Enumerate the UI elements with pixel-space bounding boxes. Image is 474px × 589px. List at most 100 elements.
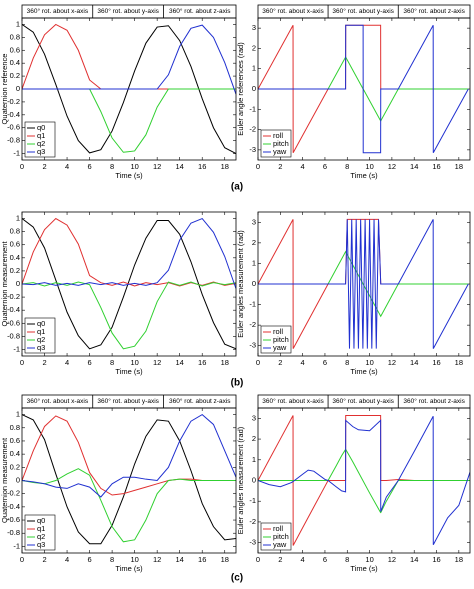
y-tick-label: 0 (16, 84, 20, 93)
panel-caption: (c) (231, 573, 243, 584)
y-tick-label: 0.8 (10, 423, 20, 432)
legend-label: q0 (37, 123, 45, 132)
legend-label: q1 (37, 327, 45, 336)
y-tick-label: 1 (16, 214, 20, 223)
x-tick-label: 2 (42, 555, 46, 564)
y-tick-label: 0.2 (10, 462, 20, 471)
x-tick-label: 0 (256, 555, 260, 564)
x-axis-label: Time (s) (350, 171, 378, 180)
legend-label: q1 (37, 131, 45, 140)
legend-label: q3 (37, 540, 45, 549)
x-tick-label: 8 (345, 555, 349, 564)
header-label: 360° rot. about x-axis (262, 397, 324, 405)
x-tick-label: 18 (221, 162, 229, 171)
x-tick-label: 6 (87, 162, 91, 171)
y-tick-label: 0.6 (10, 240, 20, 249)
x-tick-label: 14 (176, 162, 184, 171)
x-tick-label: 12 (153, 555, 161, 564)
x-tick-label: 10 (365, 358, 373, 367)
x-tick-label: 8 (345, 162, 349, 171)
y-tick-label: 1 (252, 64, 256, 73)
x-tick-label: 0 (256, 358, 260, 367)
y-tick-label: -0.4 (7, 502, 20, 511)
y-tick-label: 1 (16, 19, 20, 28)
legend-box (24, 514, 56, 551)
series-line (22, 415, 236, 496)
series-line (258, 448, 470, 514)
legend-label: yaw (273, 540, 287, 549)
y-tick-label: 0.4 (10, 253, 20, 262)
series-line (258, 250, 469, 318)
legend-label: pitch (273, 532, 289, 541)
header-band (257, 4, 471, 19)
legend-label: q1 (37, 524, 45, 533)
series-line (258, 219, 469, 349)
legend-label: q3 (37, 343, 45, 352)
y-tick-label: 1 (252, 258, 256, 267)
y-axis-label: Euler angle references (rad) (236, 42, 245, 136)
panel-caption: (a) (231, 182, 243, 193)
series-line (22, 281, 236, 350)
y-tick-label: 0 (16, 475, 20, 484)
y-tick-label: 1 (252, 455, 256, 464)
x-tick-label: 10 (365, 162, 373, 171)
header-label: 360° rot. about x-axis (262, 7, 324, 15)
y-tick-label: 0.8 (10, 227, 20, 236)
y-axis-label: Euler angles measurement (rad) (236, 426, 245, 534)
x-tick-label: 12 (388, 555, 396, 564)
x-tick-label: 14 (410, 162, 418, 171)
header-label: 360° rot. about y-axis (332, 397, 394, 405)
x-tick-label: 0 (20, 358, 24, 367)
y-tick-label: 3 (252, 23, 256, 32)
legend-label: q2 (37, 335, 45, 344)
x-tick-label: 2 (42, 162, 46, 171)
x-tick-label: 14 (176, 358, 184, 367)
x-tick-label: 10 (130, 358, 138, 367)
x-tick-label: 4 (301, 358, 305, 367)
legend-box (24, 317, 56, 354)
x-tick-label: 12 (388, 162, 396, 171)
x-tick-label: 0 (256, 162, 260, 171)
y-tick-label: -2 (249, 125, 256, 134)
plot-frame (21, 211, 237, 357)
y-tick-label: -1 (249, 104, 256, 113)
y-tick-label: 2 (252, 238, 256, 247)
y-tick-label: -1 (13, 541, 20, 550)
y-tick-label: 0.6 (10, 436, 20, 445)
y-tick-label: 0.2 (10, 266, 20, 275)
x-axis-label: Time (s) (115, 171, 143, 180)
series-line (22, 468, 236, 543)
x-tick-label: 10 (365, 555, 373, 564)
x-tick-label: 10 (130, 555, 138, 564)
header-band (257, 394, 471, 409)
header-band (21, 394, 237, 409)
series-group (258, 414, 470, 546)
y-tick-label: -0.4 (7, 110, 20, 119)
header-label: 360° rot. about z-axis (169, 397, 231, 405)
x-tick-label: 8 (345, 358, 349, 367)
series-line (258, 416, 470, 545)
series-line (258, 24, 469, 154)
legend-label: yaw (273, 147, 287, 156)
y-tick-label: -3 (249, 341, 256, 350)
y-tick-label: -0.6 (7, 318, 20, 327)
chart: -1-0.8-0.6-0.4-0.200.20.40.60.810 2 4 6 8 10 1… (0, 211, 237, 376)
y-tick-label: 0 (16, 279, 20, 288)
y-tick-label: 0 (252, 475, 256, 484)
y-axis-label: Euler angles measurement (rad) (236, 230, 245, 338)
y-tick-label: -0.8 (7, 136, 20, 145)
y-tick-label: 0.4 (10, 58, 20, 67)
x-tick-label: 16 (432, 555, 440, 564)
y-tick-label: -3 (249, 145, 256, 154)
x-tick-label: 2 (278, 162, 282, 171)
y-tick-label: 1 (16, 410, 20, 419)
x-tick-label: 8 (110, 162, 114, 171)
series-group (22, 217, 236, 350)
x-tick-label: 0 (20, 162, 24, 171)
x-tick-label: 16 (198, 358, 206, 367)
